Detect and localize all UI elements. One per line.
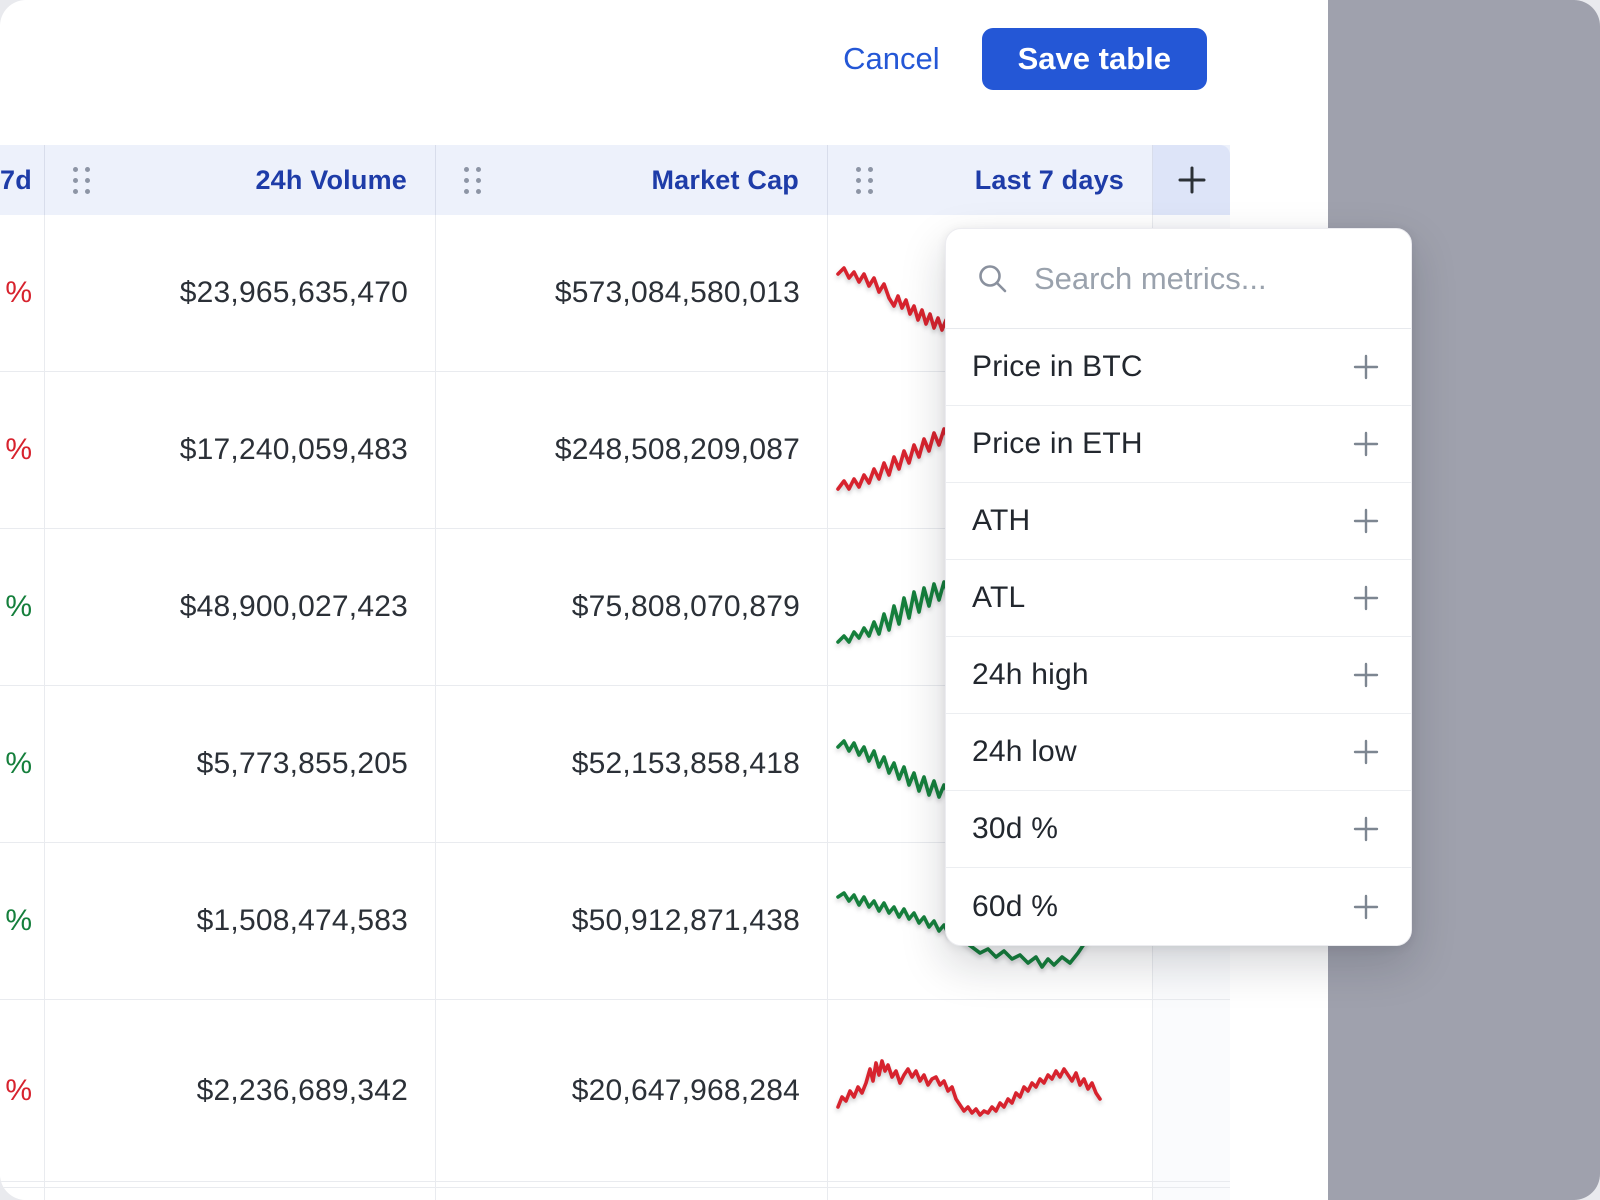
volume-value: $48,900,027,423 <box>179 590 408 623</box>
add-metric-icon[interactable] <box>1351 660 1381 690</box>
change-7d: % <box>0 1000 45 1181</box>
search-icon <box>979 264 1007 292</box>
column-label: Last 7 days <box>974 164 1124 195</box>
save-table-button[interactable]: Save table <box>981 28 1207 90</box>
metric-item-label: 30d % <box>972 812 1059 845</box>
table-row-stub <box>0 1182 1230 1187</box>
metrics-list: Price in BTC Price in ETH ATH ATL 24h hi… <box>946 329 1411 945</box>
add-metric-icon[interactable] <box>1351 506 1381 536</box>
table-row-stub <box>0 1187 1230 1200</box>
change-7d: % <box>0 372 45 528</box>
metric-item[interactable]: Price in BTC <box>946 329 1411 406</box>
drag-handle-icon[interactable] <box>856 166 873 194</box>
column-label: Market Cap <box>651 164 799 195</box>
add-metric-icon[interactable] <box>1351 737 1381 767</box>
metric-item[interactable]: 24h high <box>946 637 1411 714</box>
volume-value: $17,240,059,483 <box>179 433 408 466</box>
volume-value: $5,773,855,205 <box>196 747 408 780</box>
metric-item[interactable]: ATH <box>946 483 1411 560</box>
metric-item-label: 24h high <box>972 658 1089 691</box>
column-label: 7d <box>0 164 32 195</box>
action-bar: Cancel Save table <box>0 28 1207 90</box>
table-header-row: 7d 24h Volume Market Cap Last 7 days <box>0 145 1230 215</box>
metric-item-label: Price in ETH <box>972 427 1143 460</box>
sparkline-chart <box>836 1059 1102 1117</box>
metrics-search[interactable] <box>946 229 1411 329</box>
column-header-24h-volume[interactable]: 24h Volume <box>45 145 436 215</box>
metric-item[interactable]: 24h low <box>946 714 1411 791</box>
metric-item[interactable]: ATL <box>946 560 1411 637</box>
metric-item-label: ATL <box>972 581 1026 614</box>
add-metric-icon[interactable] <box>1351 429 1381 459</box>
volume-value: $23,965,635,470 <box>179 276 408 309</box>
metric-item[interactable]: 30d % <box>946 791 1411 868</box>
marketcap-value: $52,153,858,418 <box>571 747 800 780</box>
change-7d: % <box>0 686 45 842</box>
search-input[interactable] <box>1032 259 1411 298</box>
column-label: 24h Volume <box>255 164 407 195</box>
metric-item-label: 24h low <box>972 735 1077 768</box>
drag-handle-icon[interactable] <box>73 166 90 194</box>
metric-item-label: 60d % <box>972 889 1059 923</box>
metric-item[interactable]: 60d % <box>946 868 1411 945</box>
metric-item-label: ATH <box>972 504 1031 537</box>
drag-handle-icon[interactable] <box>464 166 481 194</box>
add-metric-icon[interactable] <box>1351 892 1381 922</box>
add-metric-icon[interactable] <box>1351 583 1381 613</box>
plus-icon <box>1178 166 1205 194</box>
metric-item-label: Price in BTC <box>972 350 1143 383</box>
metric-item[interactable]: Price in ETH <box>946 406 1411 483</box>
change-7d: % <box>0 529 45 685</box>
marketcap-value: $75,808,070,879 <box>571 590 800 623</box>
volume-value: $2,236,689,342 <box>196 1073 408 1107</box>
table-row: % $2,236,689,342 $20,647,968,284 <box>0 1000 1230 1182</box>
add-metric-icon[interactable] <box>1351 352 1381 382</box>
cancel-button[interactable]: Cancel <box>843 41 940 76</box>
column-header-market-cap[interactable]: Market Cap <box>436 145 828 215</box>
empty-cell <box>1153 1000 1230 1181</box>
add-metric-icon[interactable] <box>1351 814 1381 844</box>
change-7d: % <box>0 843 45 999</box>
marketcap-value: $248,508,209,087 <box>554 433 800 466</box>
volume-value: $1,508,474,583 <box>196 904 408 937</box>
metrics-dropdown: Price in BTC Price in ETH ATH ATL 24h hi… <box>945 228 1412 946</box>
marketcap-value: $573,084,580,013 <box>554 276 800 309</box>
marketcap-value: $20,647,968,284 <box>571 1073 800 1107</box>
sparkline-chart <box>836 891 1100 969</box>
add-column-button[interactable] <box>1153 145 1230 215</box>
change-7d: % <box>0 215 45 371</box>
marketcap-value: $50,912,871,438 <box>571 904 800 937</box>
column-header-7d[interactable]: 7d <box>0 145 45 215</box>
column-header-last-7-days[interactable]: Last 7 days <box>828 145 1153 215</box>
